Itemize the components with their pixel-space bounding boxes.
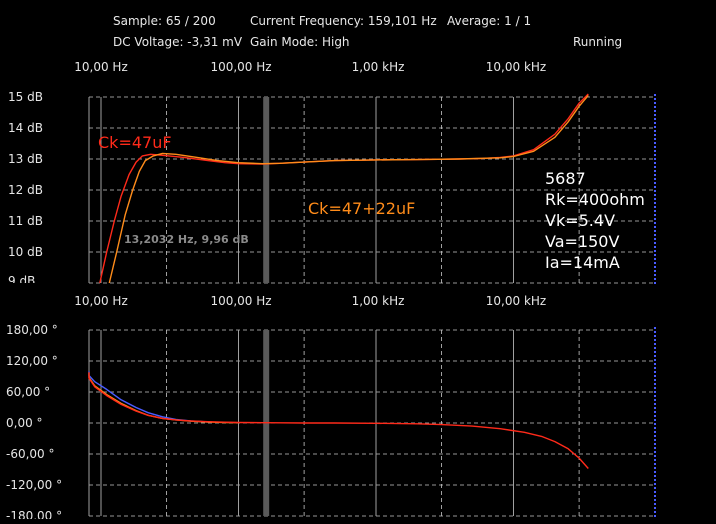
y-tick-label: 11 dB	[8, 214, 43, 228]
current-frequency: Current Frequency: 159,101 Hz	[250, 14, 437, 28]
x-tick-label: 10,00 kHz	[485, 60, 547, 74]
y-tick-label: 120,00 °	[6, 354, 58, 368]
spec-line: 5687	[545, 169, 586, 188]
spec-annotation: 5687 Rk=400ohm Vk=5.4V Va=150V Ia=14mA	[545, 168, 645, 273]
series-line	[99, 93, 589, 284]
y-tick-label: -180,00 °	[6, 509, 63, 519]
y-tick-label: 180,00 °	[6, 323, 58, 337]
spec-line: Rk=400ohm	[545, 190, 645, 209]
x-tick-label: 100,00 Hz	[210, 60, 272, 74]
y-tick-label: 15 dB	[8, 90, 43, 104]
series-line	[88, 372, 239, 424]
x-tick-label: 10,00 Hz	[74, 60, 128, 74]
y-tick-label: 10 dB	[8, 245, 43, 259]
cursor-readout: 13,2032 Hz, 9,96 dB	[124, 233, 249, 246]
series-line	[88, 372, 589, 469]
annotation-ck47: Ck=47uF	[98, 133, 172, 152]
y-tick-label: 0,00 °	[6, 416, 43, 430]
x-tick-label: 100,00 Hz	[210, 294, 272, 308]
x-tick-label: 1,00 kHz	[351, 294, 405, 308]
y-tick-label: 13 dB	[8, 152, 43, 166]
gain-mode: Gain Mode: High	[250, 35, 350, 49]
y-tick-label: 9 dB	[8, 274, 36, 283]
sample-count: Sample: 65 / 200	[113, 14, 216, 28]
dc-voltage: DC Voltage: -3,31 mV	[113, 35, 243, 49]
x-tick-label: 1,00 kHz	[351, 60, 405, 74]
y-tick-label: 12 dB	[8, 183, 43, 197]
frequency-cursor-magnitude[interactable]	[263, 97, 270, 283]
series-line	[108, 94, 589, 284]
run-state: Running	[573, 35, 623, 49]
magnitude-traces	[99, 93, 589, 284]
y-tick-label: 14 dB	[8, 121, 43, 135]
y-tick-label: -60,00 °	[6, 447, 55, 461]
spec-line: Ia=14mA	[545, 253, 620, 272]
x-tick-label: 10,00 Hz	[74, 294, 128, 308]
spec-line: Vk=5.4V	[545, 211, 616, 230]
y-tick-label: -120,00 °	[6, 478, 63, 492]
y-tick-label: 60,00 °	[6, 385, 51, 399]
phase-traces	[88, 371, 589, 469]
spec-line: Va=150V	[545, 232, 620, 251]
annotation-ck47-22: Ck=47+22uF	[308, 199, 416, 218]
x-tick-label: 10,00 kHz	[485, 294, 547, 308]
average-count: Average: 1 / 1	[447, 14, 532, 28]
series-line	[88, 371, 209, 423]
